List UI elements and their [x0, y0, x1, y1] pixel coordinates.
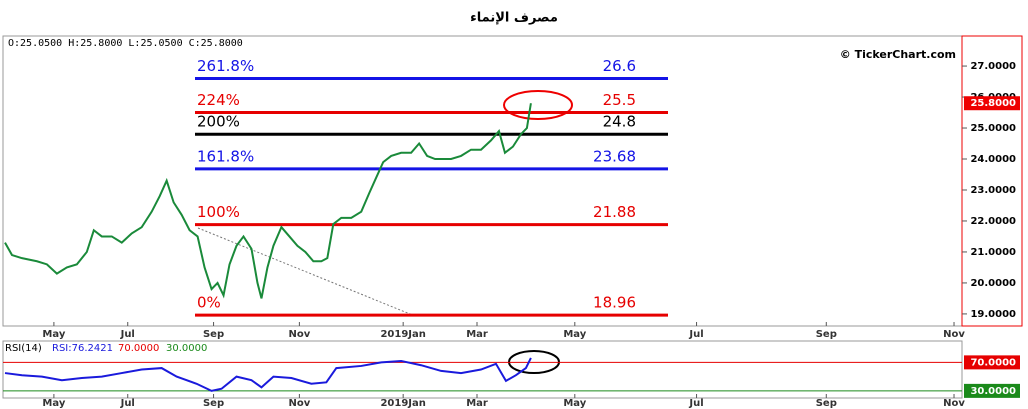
x-tick-label: Sep: [816, 398, 837, 409]
y-tick-label: 20.0000: [970, 278, 1016, 289]
x-tick-label: Jul: [120, 398, 135, 409]
fib-value: 26.6: [603, 57, 636, 75]
rsi-level-tag-label: 30.0000: [970, 386, 1016, 397]
y-tick-label: 25.0000: [970, 123, 1016, 134]
price-line: [4, 103, 532, 299]
x-tick-label: May: [563, 329, 586, 340]
fib-label: 261.8%: [197, 57, 254, 75]
x-tick-label: May: [563, 398, 586, 409]
chart-title: مصرف الإنماء: [470, 11, 558, 26]
y-tick-label: 22.0000: [970, 216, 1016, 227]
x-tick-label: May: [42, 398, 65, 409]
x-tick-label: 2019Jan: [380, 398, 425, 409]
x-tick-label: Jul: [120, 329, 135, 340]
x-tick-label: Mar: [466, 398, 488, 409]
rsi-name: RSI(14): [5, 343, 42, 354]
price-tag: [964, 96, 1020, 111]
rsi-reading: RSI:76.2421: [52, 343, 113, 354]
y-tick-label: 24.0000: [970, 154, 1016, 165]
highlight-ellipse: [503, 90, 573, 120]
fib-label: 0%: [197, 294, 221, 312]
x-tick-label: Nov: [288, 329, 310, 340]
x-tick-label: May: [42, 329, 65, 340]
x-tick-label: Sep: [203, 398, 224, 409]
x-tick-label: Sep: [816, 329, 837, 340]
y-tick-label: 23.0000: [970, 185, 1016, 196]
x-tick-label: 2019Jan: [380, 329, 425, 340]
fib-value: 25.5: [603, 91, 636, 109]
fib-label: 200%: [197, 113, 240, 131]
fib-label: 100%: [197, 203, 240, 221]
trend-line: [197, 227, 416, 317]
x-tick-label: Jul: [688, 329, 703, 340]
fib-value: 23.68: [593, 147, 636, 165]
x-tick-label: Nov: [943, 329, 965, 340]
rsi-level-tag: [964, 355, 1020, 370]
y-tick-label: 19.0000: [970, 309, 1016, 320]
y-tick-label: 21.0000: [970, 247, 1016, 258]
watermark: © TickerChart.com: [840, 48, 956, 61]
rsi-line: [4, 357, 532, 392]
x-tick-label: Mar: [466, 329, 488, 340]
ohlc-info: O:25.0500 H:25.8000 L:25.0500 C:25.8000: [8, 38, 243, 49]
x-tick-label: Nov: [943, 398, 965, 409]
rsi-level-tag-label: 70.0000: [970, 357, 1016, 368]
rsi-frame: [2, 340, 963, 399]
fib-value: 21.88: [593, 203, 636, 221]
y-tick-label: 27.0000: [970, 61, 1016, 72]
fib-label: 161.8%: [197, 147, 254, 165]
rsi-level-text: 30.0000: [166, 343, 207, 354]
x-tick-label: Jul: [688, 398, 703, 409]
axis-frame: [961, 35, 1023, 327]
x-tick-label: Sep: [203, 329, 224, 340]
fib-value: 18.96: [593, 294, 636, 312]
x-tick-label: Nov: [288, 398, 310, 409]
rsi-level-tag: [964, 383, 1020, 398]
fib-label: 224%: [197, 91, 240, 109]
fib-value: 24.8: [603, 113, 636, 131]
rsi-level-text: 70.0000: [118, 343, 159, 354]
price-tag-label: 25.8000: [970, 98, 1016, 109]
